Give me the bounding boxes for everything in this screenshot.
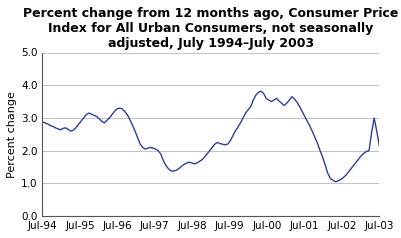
Y-axis label: Percent change: Percent change [7,91,17,178]
Title: Percent change from 12 months ago, Consumer Price
Index for All Urban Consumers,: Percent change from 12 months ago, Consu… [23,7,399,50]
